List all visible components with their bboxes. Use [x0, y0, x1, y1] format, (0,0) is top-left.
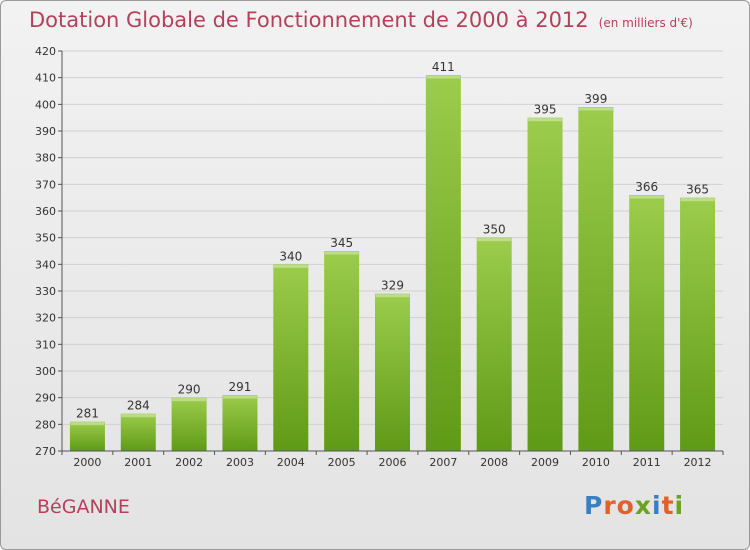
data-label: 411 — [432, 60, 455, 74]
bar — [425, 75, 461, 451]
y-tick-label: 310 — [35, 338, 56, 351]
y-tick-label: 350 — [35, 232, 56, 245]
bar-highlight — [477, 238, 512, 242]
bar — [375, 293, 410, 451]
x-tick-label: 2005 — [328, 456, 356, 469]
bar — [120, 413, 156, 451]
x-tick-label: 2001 — [124, 456, 152, 469]
y-tick-label: 370 — [35, 178, 56, 191]
logo-letter: x — [634, 491, 652, 520]
x-tick-label: 2002 — [175, 456, 203, 469]
town-name: BéGANNE — [37, 496, 130, 518]
bar-highlight — [680, 198, 715, 202]
bar-highlight — [629, 195, 664, 199]
data-label: 350 — [483, 223, 506, 237]
bar-highlight — [222, 395, 257, 399]
bar-highlight — [172, 398, 207, 402]
y-tick-label: 280 — [35, 418, 56, 431]
y-tick-label: 290 — [35, 392, 56, 405]
y-tick-label: 270 — [35, 445, 56, 458]
chart-unit-label: (en milliers d'€) — [598, 16, 693, 30]
x-tick-label: 2003 — [226, 456, 254, 469]
data-label: 281 — [76, 407, 99, 421]
x-tick-label: 2010 — [582, 456, 610, 469]
data-label: 291 — [229, 380, 252, 394]
bar-highlight — [578, 107, 613, 111]
y-tick-label: 330 — [35, 285, 56, 298]
y-tick-label: 360 — [35, 205, 56, 218]
data-label: 290 — [178, 383, 201, 397]
proxiti-logo: Proxiti — [584, 491, 684, 520]
chart-title-text: Dotation Globale de Fonctionnement de 20… — [29, 8, 589, 32]
data-label: 365 — [686, 183, 709, 197]
data-labels: 281 284 290 291 340 345 329 411 350 395 399 366 365 — [76, 60, 709, 421]
logo-letter: r — [603, 491, 617, 520]
bar-highlight — [273, 264, 308, 268]
x-tick-label: 2011 — [633, 456, 661, 469]
bar-highlight — [324, 251, 359, 255]
logo-letter: i — [674, 491, 685, 520]
y-tick-label: 320 — [35, 312, 56, 325]
logo-letter: i — [652, 491, 662, 520]
data-label: 329 — [381, 279, 404, 293]
bar — [273, 264, 309, 451]
bar — [69, 421, 105, 451]
x-tick-label: 2007 — [429, 456, 457, 469]
bar-highlight — [528, 118, 563, 122]
bar-highlight — [70, 422, 105, 426]
data-label: 345 — [330, 236, 353, 250]
axes: 270 280 290 300 310 320 330 340 350 360 370 380 390 4… — [35, 45, 724, 469]
x-tick-label: 2006 — [379, 456, 407, 469]
x-tick-label: 2008 — [480, 456, 508, 469]
bar — [629, 195, 665, 451]
x-tick-label: 2009 — [531, 456, 559, 469]
bar — [578, 107, 614, 451]
bar — [476, 237, 512, 451]
x-tick-label: 2012 — [684, 456, 712, 469]
logo-letter: P — [584, 491, 604, 520]
logo-letter: t — [661, 491, 675, 520]
bar — [680, 197, 716, 451]
logo-letter: o — [616, 491, 635, 520]
bar-highlight — [426, 75, 461, 79]
data-label: 366 — [635, 180, 658, 194]
y-tick-label: 410 — [35, 72, 56, 85]
y-tick-label: 400 — [35, 98, 56, 111]
x-tick-label: 2000 — [73, 456, 101, 469]
y-tick-label: 380 — [35, 152, 56, 165]
chart-title: Dotation Globale de Fonctionnement de 20… — [29, 8, 693, 32]
bar-highlight — [375, 294, 410, 298]
y-tick-label: 420 — [35, 45, 56, 58]
x-tick-label: 2004 — [277, 456, 305, 469]
bars — [69, 75, 716, 452]
bar — [324, 251, 360, 451]
bar — [171, 397, 207, 451]
y-tick-label: 390 — [35, 125, 56, 138]
y-tick-label: 340 — [35, 258, 56, 271]
data-label: 284 — [127, 399, 150, 413]
y-tick-label: 300 — [35, 365, 56, 378]
data-label: 395 — [534, 103, 557, 117]
bar — [527, 117, 563, 452]
bar — [222, 395, 258, 451]
data-label: 399 — [584, 92, 607, 106]
data-label: 340 — [279, 249, 302, 263]
bar-highlight — [121, 414, 156, 418]
